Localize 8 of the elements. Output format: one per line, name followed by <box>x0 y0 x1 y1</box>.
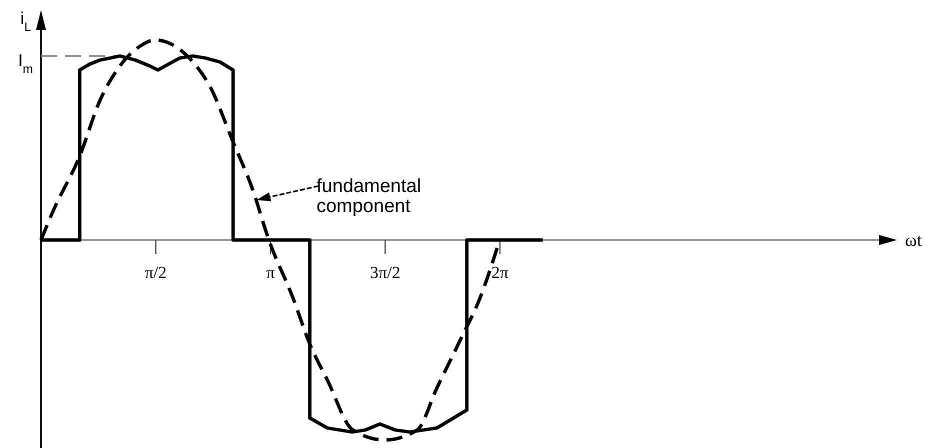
x-tick-label: 3π/2 <box>370 263 400 282</box>
ref-line-label: I$_{m}$ <box>18 51 33 76</box>
x-tick-label: π/2 <box>144 263 167 282</box>
annotation: fundamental component <box>316 176 422 217</box>
x-tick-label: 2π <box>491 263 509 282</box>
x-axis-title: ωt <box>905 230 922 250</box>
x-tick-label: π <box>266 263 276 282</box>
y-axis-title: i$_{L}$ <box>20 9 32 34</box>
